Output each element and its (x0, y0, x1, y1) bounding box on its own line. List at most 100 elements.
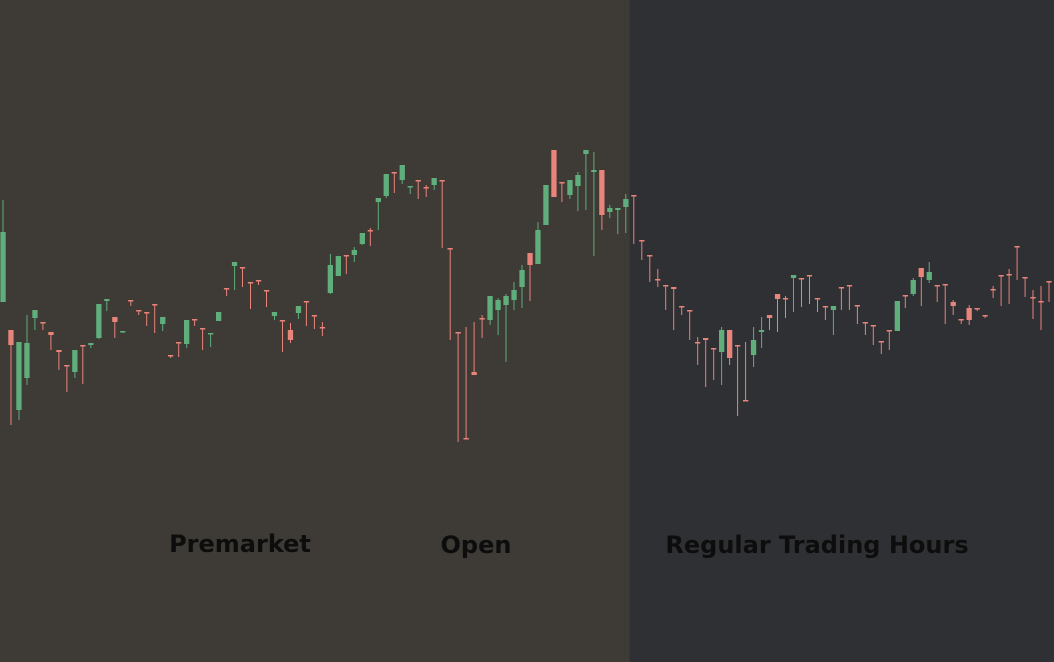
candle-body (806, 275, 813, 277)
candle-body (870, 325, 876, 327)
candle (878, 341, 884, 354)
candle (144, 312, 150, 326)
candle (854, 305, 860, 324)
candle-body (383, 174, 389, 196)
candle-body (239, 267, 246, 269)
candle-body (695, 342, 701, 344)
candle-body (223, 288, 230, 290)
candle-body (295, 306, 302, 313)
candle-body (902, 295, 908, 297)
candles (0, 150, 1052, 442)
candle-body (447, 248, 453, 250)
candle-body (631, 195, 637, 197)
candle (519, 265, 525, 308)
candle-body (144, 312, 150, 314)
candle-body (375, 198, 381, 202)
candle (790, 275, 797, 312)
candle-body (1022, 277, 1028, 279)
candle (934, 285, 940, 302)
regular-trading-hours-label: Regular Trading Hours (665, 531, 968, 559)
candle-body (982, 315, 988, 317)
candle (463, 327, 469, 440)
candle-body (567, 180, 573, 195)
candle-body (88, 343, 94, 345)
candle-body (543, 185, 549, 225)
candle-body (455, 332, 461, 334)
candle (1006, 269, 1012, 304)
candle (319, 322, 326, 336)
candle (966, 305, 972, 325)
candle-body (359, 233, 365, 244)
candle-body (64, 365, 70, 367)
candle (998, 275, 1004, 306)
candle-body (1038, 301, 1044, 303)
candle (782, 296, 789, 318)
candle-body (942, 284, 948, 286)
candle (591, 152, 597, 256)
candle-body (439, 180, 445, 182)
candle-body (72, 350, 78, 372)
candle-body (798, 278, 805, 280)
candle (136, 310, 142, 315)
candle (231, 262, 238, 290)
candle-body (527, 253, 533, 265)
candle (559, 182, 565, 202)
candle (367, 228, 373, 246)
candle-body (112, 317, 118, 322)
candle (239, 267, 246, 287)
candle (120, 331, 126, 333)
candle-body (758, 330, 765, 332)
candle-body (192, 319, 198, 321)
candle (88, 343, 94, 348)
candle (511, 282, 517, 310)
candle (607, 205, 613, 218)
candle (32, 310, 38, 330)
candle-body (0, 232, 6, 302)
open-label: Open (441, 531, 512, 559)
candle-body (958, 319, 964, 321)
session-labels: Premarket Open Regular Trading Hours (169, 530, 969, 559)
candle (870, 325, 876, 345)
candle (208, 333, 214, 347)
candle (910, 278, 916, 296)
candle-body (703, 338, 709, 340)
candle (663, 285, 669, 310)
candle (391, 172, 397, 193)
candle-body (1046, 281, 1052, 283)
candle (415, 180, 421, 199)
candle (567, 180, 573, 199)
candle-body (1030, 297, 1036, 299)
candle (295, 306, 302, 319)
candle (351, 247, 357, 262)
candle-body (471, 372, 477, 375)
candle (575, 172, 581, 211)
candle-body (32, 310, 38, 318)
candle (583, 150, 589, 210)
candle (471, 322, 477, 375)
candle (343, 255, 349, 274)
candle-body (822, 306, 829, 308)
candle (104, 299, 110, 311)
candle (830, 306, 837, 335)
candle (112, 317, 118, 338)
candle-body (311, 315, 318, 317)
candle (447, 248, 453, 340)
candle-body (655, 279, 661, 281)
candle-body (998, 275, 1004, 277)
candle (982, 315, 988, 318)
candle-body (287, 330, 294, 340)
candle (80, 345, 86, 384)
candle (335, 256, 341, 276)
candle (0, 200, 6, 302)
candle-body (886, 330, 892, 332)
candle-body (231, 262, 238, 266)
candle (64, 365, 70, 392)
candle-body (711, 348, 717, 350)
candle (72, 350, 78, 378)
candle (543, 185, 549, 225)
candle-body (303, 301, 310, 303)
candle (495, 298, 501, 335)
candle-body (559, 182, 565, 184)
candle-body (1006, 274, 1012, 276)
candle-body (176, 342, 182, 344)
